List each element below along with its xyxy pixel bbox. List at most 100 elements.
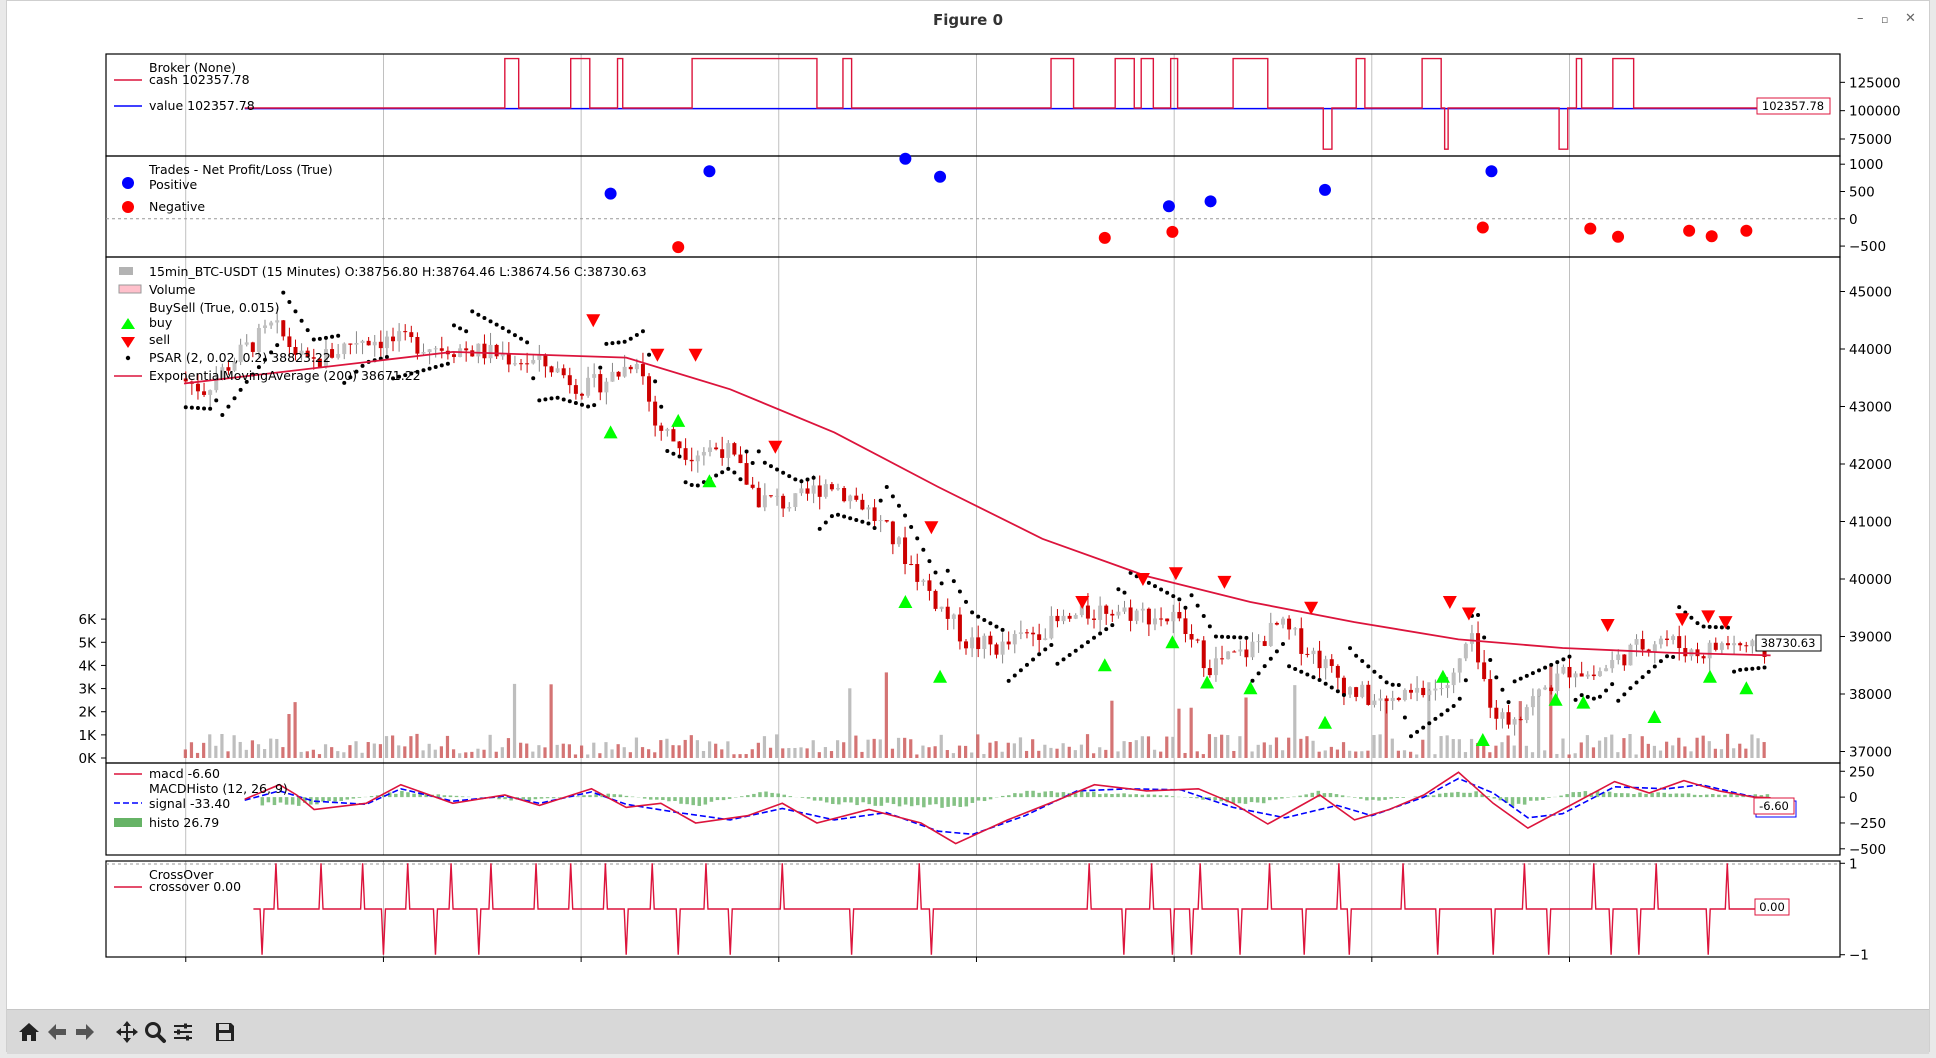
- histo-bar: [1559, 795, 1563, 798]
- volume-bar: [549, 684, 553, 758]
- volume-bar: [756, 742, 760, 758]
- crossover-last-value-box: 0.00: [1754, 898, 1790, 916]
- psar-dot: [1092, 635, 1097, 640]
- maximize-button[interactable]: ▫: [1881, 13, 1889, 26]
- candle-body: [1616, 654, 1621, 661]
- histo-bar: [545, 797, 550, 799]
- volume-bar: [573, 754, 578, 758]
- price-y-tick-label: 43000: [1849, 400, 1892, 416]
- candle-body: [671, 429, 676, 442]
- figure-canvas[interactable]: 125000 100000 75000 1000 500 0 −500 45000 4400…: [7, 41, 1929, 1007]
- volume-bar: [555, 744, 559, 758]
- volume-bar: [1573, 753, 1577, 758]
- psar-dot: [689, 482, 694, 487]
- candle-body: [1213, 658, 1218, 676]
- psar-dot: [1043, 647, 1048, 652]
- psar-dot: [1616, 698, 1621, 703]
- configure-subplots-button[interactable]: [169, 1018, 197, 1046]
- candle-body: [323, 349, 328, 367]
- volume-bar: [1555, 753, 1559, 758]
- volume-bar: [744, 754, 748, 758]
- histo-bar: [448, 795, 453, 798]
- psar-dots: [183, 290, 1767, 739]
- histo-bar: [1225, 797, 1230, 803]
- psar-dot: [488, 319, 493, 324]
- trade-negative-dot: [1683, 224, 1696, 237]
- candle-body: [1683, 648, 1688, 657]
- minimize-button[interactable]: –: [1857, 11, 1864, 26]
- candle-body: [403, 331, 408, 333]
- back-button[interactable]: [43, 1018, 71, 1046]
- volume-bar: [281, 747, 285, 758]
- legend-histo-swatch: [114, 818, 142, 827]
- sell-marker: [586, 314, 601, 328]
- candle-body: [183, 378, 188, 382]
- psar-dot: [433, 365, 438, 370]
- candle-body: [1280, 618, 1285, 625]
- crossover-y-tick-label: −1: [1849, 948, 1869, 964]
- volume-bar: [671, 745, 675, 758]
- candle-body: [1543, 687, 1548, 690]
- histo-bar: [1049, 791, 1054, 798]
- candle-body: [1488, 679, 1493, 708]
- candle-body: [360, 340, 365, 344]
- candle-body: [1317, 650, 1322, 669]
- psar-dot: [202, 406, 207, 411]
- candle-body: [1085, 605, 1090, 619]
- volume-bar: [488, 734, 492, 758]
- forward-button[interactable]: [71, 1018, 99, 1046]
- candle-body: [1238, 649, 1243, 652]
- candle-body: [1354, 687, 1359, 697]
- candle-body: [366, 340, 371, 346]
- candle-body: [1165, 618, 1170, 622]
- volume-bar: [1067, 746, 1071, 758]
- volume-bar: [1049, 747, 1053, 758]
- histo-bar: [1717, 794, 1721, 798]
- psar-dot: [1366, 664, 1371, 669]
- volume-bar: [1634, 754, 1638, 758]
- histo-bar: [1189, 797, 1193, 798]
- candle-body: [903, 537, 908, 565]
- volume-bar: [1427, 682, 1431, 758]
- psar-dot: [1421, 725, 1426, 730]
- histo-bar: [964, 797, 969, 807]
- histo-bar: [454, 795, 459, 798]
- candle-body: [872, 507, 877, 522]
- close-button[interactable]: ✕: [1905, 11, 1916, 26]
- volume-bar: [872, 738, 876, 758]
- histo-bar: [661, 797, 665, 801]
- histo-bar: [1261, 797, 1266, 804]
- zoom-button[interactable]: [141, 1018, 169, 1046]
- histo-bar: [1656, 792, 1660, 798]
- psar-dot: [555, 395, 560, 400]
- pan-button[interactable]: [113, 1018, 141, 1046]
- save-button[interactable]: [211, 1018, 239, 1046]
- volume-y-tick-label: 0K: [79, 751, 98, 767]
- volume-bar: [1183, 752, 1187, 758]
- volume-bar: [976, 734, 980, 758]
- candle-body: [823, 484, 828, 497]
- volume-bar: [1152, 749, 1157, 758]
- volume-bar: [1701, 735, 1705, 758]
- volume-bar: [604, 742, 608, 758]
- histo-bar: [958, 797, 962, 807]
- sell-marker: [1718, 616, 1733, 630]
- psar-dot: [732, 470, 737, 475]
- histo-bar: [394, 793, 398, 798]
- candle-body: [665, 429, 670, 431]
- volume-bar: [1433, 754, 1437, 758]
- candle-body: [964, 641, 969, 649]
- candle-body: [994, 644, 999, 655]
- candle-body: [805, 488, 810, 494]
- histo-bar: [1547, 797, 1551, 798]
- histo-bar: [934, 797, 938, 805]
- home-button[interactable]: [15, 1018, 43, 1046]
- psar-dot: [671, 451, 676, 456]
- psar-dot: [531, 376, 536, 381]
- histo-bar: [916, 797, 920, 806]
- histo-bar: [1686, 793, 1691, 798]
- volume-bar: [1085, 734, 1090, 758]
- trade-positive-dot: [703, 165, 716, 178]
- candle-body: [1549, 687, 1554, 692]
- candle-body: [836, 488, 841, 490]
